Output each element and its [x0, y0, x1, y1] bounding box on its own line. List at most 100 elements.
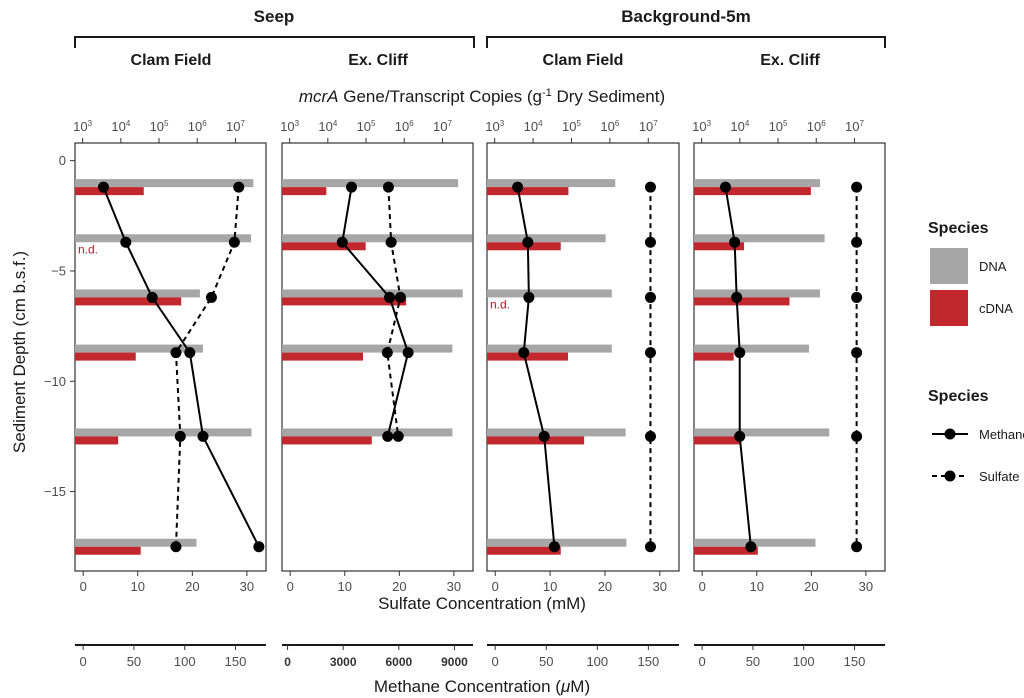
top-tick-base: 10 [769, 119, 783, 134]
cdna-bar [487, 436, 585, 445]
top-tick-exponent: 3 [295, 119, 300, 128]
top-tick-label: 104 [111, 119, 130, 134]
cdna-bar [694, 297, 790, 306]
top-tick-base: 10 [318, 119, 332, 134]
top-tick-exponent: 4 [745, 119, 750, 128]
dna-bar [75, 538, 197, 547]
methane-axis-title: Methane Concentration (μM) [374, 677, 590, 696]
methane-point [184, 347, 196, 359]
y-tick-label: −5 [51, 263, 66, 278]
dna-bar [694, 344, 809, 353]
y-axis: 0 −5 −10 −15 [44, 153, 75, 499]
dna-bar [487, 234, 606, 243]
methane-tick-label: 150 [225, 654, 247, 669]
methane-tick-label: 9000 [441, 655, 468, 669]
cdna-bar [694, 436, 740, 445]
methane-point [719, 181, 731, 193]
top-tick-exponent: 5 [576, 119, 581, 128]
cdna-bar [282, 297, 407, 306]
top-tick-exponent: 3 [500, 119, 505, 128]
legend-label-sulfate: Sulfate [979, 469, 1019, 484]
top-tick-exponent: 4 [126, 119, 131, 128]
cdna-bar [694, 546, 758, 555]
top-tick-label: 104 [318, 119, 337, 134]
facet-label-seep-clam-field: Clam Field [131, 52, 212, 69]
top-tick-base: 10 [600, 119, 614, 134]
top-axis-title-gene: mcrA [299, 87, 339, 106]
methane-point [384, 291, 396, 303]
legend-point-methane [944, 428, 956, 440]
methane-line [341, 186, 410, 437]
top-tick-label: 105 [150, 119, 169, 134]
sulfate-tick-label: 10 [543, 579, 557, 594]
dna-bar [694, 289, 821, 298]
methane-tick-label: 50 [539, 654, 553, 669]
cdna-bar [75, 436, 119, 445]
sulfate-point [851, 291, 863, 303]
top-axis-title-superscript: -1 [542, 87, 552, 99]
methane-point [120, 236, 132, 248]
dna-bar [694, 428, 830, 437]
methane-point [523, 291, 535, 303]
top-tick-exponent: 4 [538, 119, 543, 128]
cdna-bar [75, 297, 182, 306]
methane-point [253, 541, 265, 553]
legend-label-methane: Methane [979, 427, 1024, 442]
y-tick-label: −15 [44, 484, 66, 499]
sulfate-point [382, 181, 394, 193]
sulfate-tick-label: 30 [653, 579, 667, 594]
dna-bar [487, 428, 626, 437]
dna-bar [75, 289, 200, 298]
sulfate-point [851, 236, 863, 248]
methane-line [724, 186, 752, 547]
methane-point [731, 291, 743, 303]
methane-point [734, 430, 746, 442]
top-tick-label: 105 [562, 119, 581, 134]
top-tick-exponent: 5 [164, 119, 169, 128]
methane-point [518, 347, 530, 359]
methane-point [538, 430, 550, 442]
top-tick-label: 106 [395, 119, 414, 134]
sulfate-point [205, 291, 217, 303]
top-tick-base: 10 [730, 119, 744, 134]
sulfate-point [381, 347, 393, 359]
dna-bar [282, 428, 453, 437]
top-tick-base: 10 [111, 119, 125, 134]
top-tick-exponent: 7 [859, 119, 864, 128]
methane-tick-label: 100 [793, 654, 815, 669]
dna-bar [282, 289, 463, 298]
methane-point [97, 181, 109, 193]
top-tick-exponent: 5 [371, 119, 376, 128]
sulfate-line [174, 187, 240, 547]
dna-bar [694, 538, 816, 547]
top-tick-base: 10 [524, 119, 538, 134]
methane-tick-label: 0 [284, 655, 291, 669]
methane-point [382, 430, 394, 442]
top-tick-exponent: 6 [202, 119, 207, 128]
methane-axis-title-unit: M) [570, 677, 590, 696]
dna-bar [75, 344, 203, 353]
legend-swatch-dna [930, 248, 968, 284]
methane-tick-label: 100 [174, 654, 196, 669]
sulfate-tick-label: 0 [699, 579, 706, 594]
top-tick-base: 10 [188, 119, 202, 134]
facet-label-bg-ex-cliff: Ex. Cliff [760, 52, 820, 69]
group-bracket-seep [74, 36, 475, 48]
legend-label-dna: DNA [979, 259, 1007, 274]
sulfate-point [170, 347, 182, 359]
top-tick-base: 10 [562, 119, 576, 134]
top-tick-base: 10 [433, 119, 447, 134]
y-axis-title: Sediment Depth (cm b.s.f.) [10, 251, 29, 453]
top-axis-title-text: Gene/Transcript Copies (g [339, 87, 542, 106]
legend-swatch-cdna [930, 290, 968, 326]
sulfate-point [851, 430, 863, 442]
top-tick-base: 10 [280, 119, 294, 134]
cdna-bar [694, 352, 734, 361]
sulfate-tick-label: 10 [131, 579, 145, 594]
methane-tick-label: 0 [492, 654, 499, 669]
sulfate-tick-label: 20 [392, 579, 406, 594]
